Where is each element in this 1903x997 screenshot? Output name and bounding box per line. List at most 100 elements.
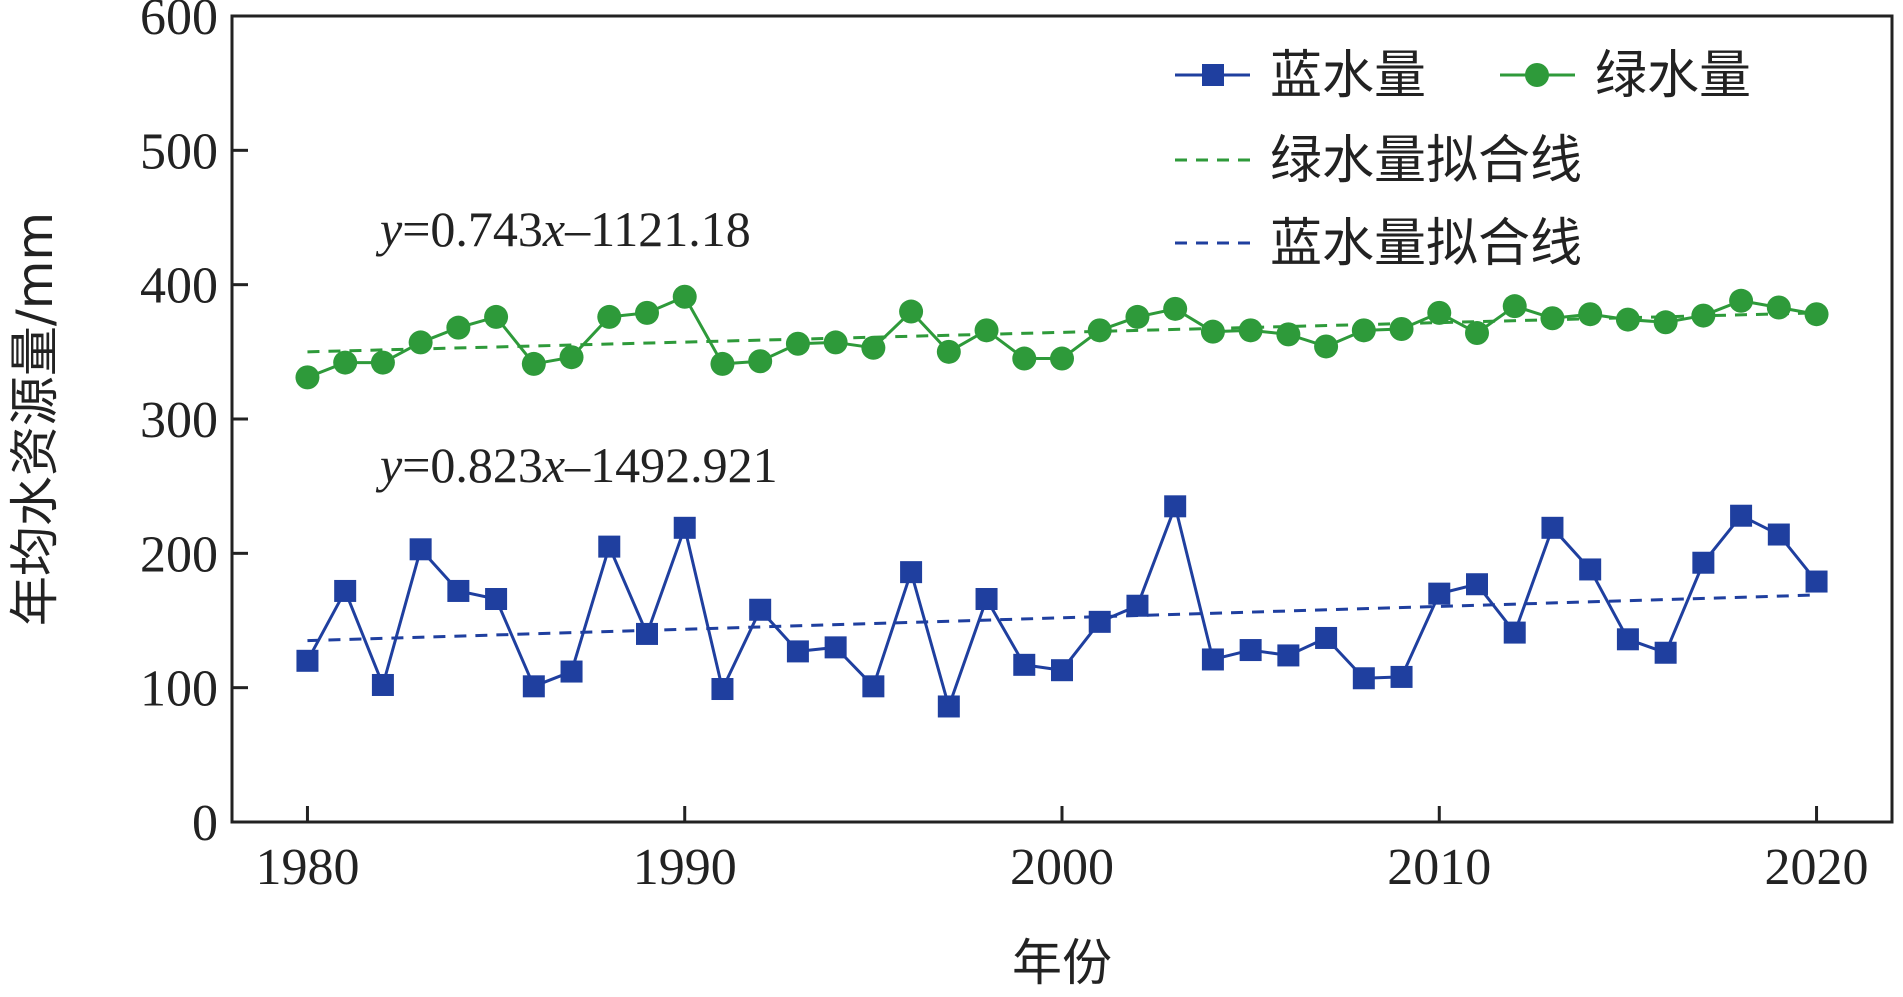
- data-point: [824, 636, 847, 659]
- series-1: [295, 284, 1829, 390]
- legend-blue-fit-label: 蓝水量拟合线: [1270, 214, 1582, 274]
- data-point: [1692, 551, 1715, 574]
- data-point: [749, 598, 772, 621]
- data-point: [1427, 300, 1452, 325]
- data-point: [1276, 322, 1301, 347]
- x-tick-label: 2000: [1010, 839, 1114, 896]
- data-point: [446, 315, 471, 340]
- data-point: [1164, 495, 1187, 518]
- x-tick-label: 2010: [1387, 839, 1491, 896]
- data-point: [485, 588, 508, 611]
- data-point: [1013, 653, 1036, 676]
- legend: 蓝水量 绿水量 绿水量拟合线 蓝水量拟合线: [1175, 46, 1751, 274]
- data-point: [1540, 306, 1565, 331]
- data-point: [1351, 318, 1376, 343]
- data-point: [1804, 302, 1829, 327]
- legend-green-fit-label: 绿水量拟合线: [1270, 131, 1582, 191]
- data-point: [1729, 288, 1754, 313]
- y-tick-label: 400: [140, 258, 218, 315]
- data-point: [1201, 648, 1224, 671]
- data-point: [1654, 641, 1677, 664]
- y-tick-label: 500: [140, 123, 218, 180]
- data-point: [1352, 667, 1375, 690]
- data-point: [900, 561, 923, 584]
- y-tick-label: 100: [140, 661, 218, 718]
- x-axis: 1980 1990 2000 2010 2020: [255, 806, 1869, 896]
- x-axis-title: 年份: [1012, 934, 1112, 992]
- data-point: [1050, 346, 1074, 371]
- y-tick-label: 300: [140, 392, 218, 449]
- data-point: [371, 673, 394, 696]
- data-point: [1767, 523, 1790, 546]
- data-point: [1238, 318, 1263, 343]
- data-point: [1502, 294, 1527, 319]
- data-point: [1277, 644, 1300, 667]
- data-point: [710, 351, 735, 376]
- plot-frame: [230, 14, 1894, 824]
- data-point: [862, 675, 885, 698]
- data-point: [1730, 504, 1753, 527]
- data-point: [408, 330, 433, 355]
- data-point: [974, 318, 999, 343]
- data-point: [1428, 582, 1451, 605]
- data-point: [333, 350, 358, 375]
- data-point: [1314, 334, 1339, 359]
- green-eq-y: y: [375, 201, 403, 257]
- data-point: [1389, 316, 1414, 341]
- legend-green-marker: [1525, 63, 1549, 87]
- data-point: [334, 579, 357, 602]
- data-point: [635, 300, 659, 325]
- data-point: [1088, 610, 1111, 633]
- blue-eq-y: y: [375, 437, 403, 493]
- green-fit-equation: y=0.743x–1121.18: [375, 201, 751, 257]
- legend-green-label: 绿水量: [1595, 46, 1751, 106]
- green-eq-coef: =0.743: [402, 201, 543, 257]
- data-point: [1766, 295, 1791, 320]
- legend-blue-marker: [1202, 64, 1224, 86]
- blue-fit-equation: y=0.823x–1492.921: [375, 437, 778, 493]
- data-point: [597, 304, 622, 329]
- data-point: [1087, 318, 1112, 343]
- y-axis: 0 100 200 300 400 500 600: [140, 0, 248, 852]
- data-point: [559, 345, 584, 370]
- data-point: [409, 538, 432, 561]
- data-point: [1239, 639, 1262, 662]
- blue-eq-x: x: [542, 437, 565, 493]
- data-point: [711, 678, 734, 701]
- data-point: [484, 304, 509, 329]
- blue-eq-intercept: –1492.921: [564, 437, 778, 493]
- data-point: [1126, 594, 1149, 617]
- data-point: [1390, 665, 1413, 688]
- series-0: [296, 495, 1828, 718]
- data-point: [1051, 659, 1073, 682]
- y-axis-title: 年均水资源量/mm: [6, 212, 64, 626]
- data-point: [1805, 570, 1828, 593]
- data-point: [1691, 303, 1716, 328]
- data-point: [1125, 304, 1150, 329]
- data-point: [1653, 310, 1678, 335]
- data-point: [636, 622, 658, 645]
- data-point: [370, 350, 395, 375]
- data-point: [1541, 516, 1564, 539]
- green-eq-x: x: [542, 201, 565, 257]
- data-point: [1615, 307, 1640, 332]
- data-point: [522, 675, 545, 698]
- data-point: [785, 331, 810, 356]
- green-eq-intercept: –1121.18: [564, 201, 751, 257]
- y-tick-label: 0: [192, 795, 218, 852]
- data-point: [1012, 346, 1037, 371]
- x-tick-label: 1980: [255, 839, 359, 896]
- data-point: [936, 339, 961, 364]
- data-point: [975, 588, 998, 611]
- data-point: [899, 299, 924, 324]
- fit-line-1: [307, 593, 1817, 643]
- data-point: [673, 516, 696, 539]
- x-tick-label: 2020: [1765, 839, 1869, 896]
- data-point: [861, 335, 886, 360]
- data-point: [748, 349, 773, 374]
- y-tick-label: 200: [140, 526, 218, 583]
- data-point: [1578, 302, 1603, 327]
- data-point: [1200, 319, 1225, 344]
- data-point: [598, 535, 621, 558]
- series-group: [295, 284, 1829, 718]
